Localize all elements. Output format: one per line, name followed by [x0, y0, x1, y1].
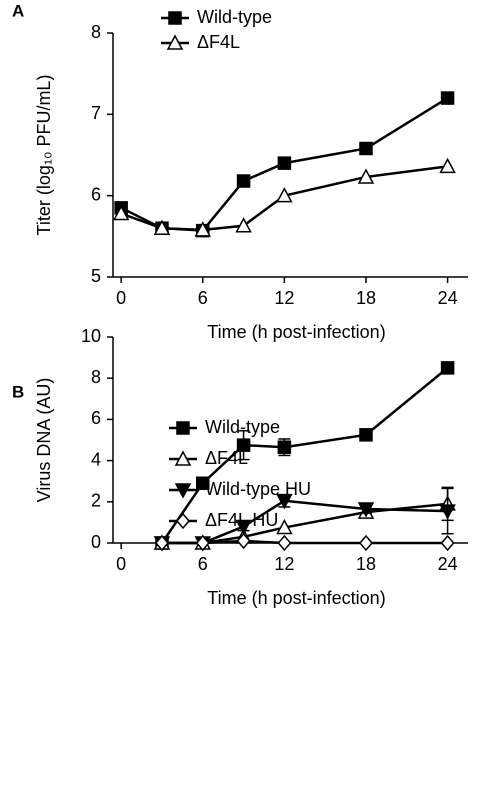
- x-tick-label: 12: [274, 288, 294, 308]
- marker: [357, 502, 375, 518]
- x-tick-label: 6: [198, 554, 208, 574]
- marker: [359, 428, 373, 442]
- marker: [168, 11, 182, 25]
- x-tick-label: 18: [356, 554, 376, 574]
- marker: [440, 534, 455, 552]
- y-tick-label: 8: [91, 22, 101, 42]
- marker: [277, 156, 292, 170]
- series-line: [160, 366, 449, 544]
- panel-label: A: [12, 1, 24, 20]
- marker: [112, 204, 130, 221]
- y-tick-label: 8: [91, 367, 101, 387]
- marker: [359, 534, 373, 552]
- marker: [176, 421, 190, 435]
- marker: [174, 483, 192, 499]
- marker: [166, 34, 184, 50]
- marker: [357, 168, 375, 184]
- marker: [196, 476, 210, 491]
- marker: [277, 440, 292, 454]
- marker: [154, 534, 169, 552]
- y-tick-label: 7: [91, 103, 101, 123]
- marker: [276, 494, 293, 510]
- marker: [236, 532, 251, 550]
- x-tick-label: 0: [116, 288, 126, 308]
- marker: [276, 518, 293, 535]
- y-tick-label: 6: [91, 408, 101, 428]
- marker: [440, 91, 455, 105]
- marker: [277, 534, 292, 552]
- marker: [176, 512, 190, 530]
- marker: [276, 187, 293, 203]
- y-axis-title: Titer (log₁₀ PFU/mL): [34, 75, 54, 236]
- y-tick-label: 10: [81, 326, 101, 346]
- x-tick-label: 24: [438, 288, 458, 308]
- marker: [174, 450, 192, 466]
- marker: [359, 141, 373, 156]
- y-tick-label: 5: [91, 266, 101, 286]
- y-axis-title: Virus DNA (AU): [34, 378, 54, 503]
- marker: [236, 438, 251, 452]
- marker: [195, 534, 210, 552]
- legend-label: Wild-type: [197, 7, 272, 27]
- legend-label: ΔF4L HU: [205, 510, 278, 530]
- marker: [194, 221, 212, 237]
- y-tick-label: 4: [91, 449, 101, 469]
- x-axis-title: Time (h post-infection): [207, 588, 385, 608]
- x-tick-label: 12: [274, 554, 294, 574]
- legend-label: ΔF4L: [205, 448, 248, 468]
- panel-label: B: [12, 382, 24, 401]
- y-tick-label: 2: [91, 491, 101, 511]
- legend-label: ΔF4L: [197, 32, 240, 52]
- marker: [439, 504, 456, 520]
- x-tick-label: 0: [116, 554, 126, 574]
- marker: [235, 217, 252, 233]
- marker: [439, 157, 456, 174]
- marker: [236, 174, 251, 188]
- y-tick-label: 6: [91, 184, 101, 204]
- marker: [153, 219, 171, 235]
- marker: [235, 519, 252, 536]
- x-axis-title: Time (h post-infection): [207, 322, 385, 342]
- x-tick-label: 6: [198, 288, 208, 308]
- marker: [440, 361, 455, 375]
- y-tick-label: 0: [91, 532, 101, 552]
- legend-label: Wild-type HU: [205, 479, 311, 499]
- x-tick-label: 18: [356, 288, 376, 308]
- legend-label: Wild-type: [205, 417, 280, 437]
- x-tick-label: 24: [438, 554, 458, 574]
